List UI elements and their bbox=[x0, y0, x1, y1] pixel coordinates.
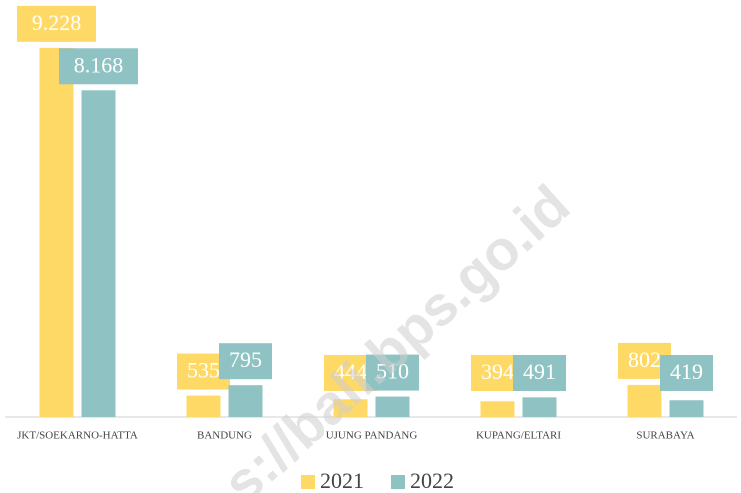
x-tick-label: UJUNG PANDANG bbox=[326, 430, 418, 442]
value-label: 802 bbox=[628, 347, 661, 372]
value-label-box bbox=[219, 343, 272, 380]
bar bbox=[375, 396, 410, 417]
legend-swatch bbox=[301, 475, 315, 489]
bar bbox=[81, 90, 116, 417]
value-label: 419 bbox=[670, 359, 703, 384]
value-label: 795 bbox=[229, 347, 262, 372]
value-label: 9.228 bbox=[32, 10, 82, 35]
x-tick-label: KUPANG/ELTARI bbox=[476, 430, 561, 442]
bar bbox=[39, 47, 74, 417]
watermark: s://bali.bps.go.id bbox=[211, 172, 581, 493]
bar bbox=[669, 400, 704, 417]
value-label-box bbox=[59, 48, 138, 85]
value-label: 8.168 bbox=[74, 52, 124, 77]
bar bbox=[522, 397, 557, 417]
bar bbox=[480, 401, 515, 417]
legend-label: 2021 bbox=[320, 468, 364, 493]
value-label: 394 bbox=[481, 359, 514, 384]
bar bbox=[627, 384, 662, 417]
value-label-box bbox=[513, 355, 566, 391]
bar bbox=[333, 399, 368, 417]
x-tick-label: BANDUNG bbox=[197, 430, 252, 442]
value-label: 510 bbox=[376, 359, 409, 384]
value-label: 444 bbox=[334, 359, 367, 384]
legend-swatch bbox=[391, 475, 405, 489]
legend-label: 2022 bbox=[410, 468, 454, 493]
value-label-box bbox=[17, 5, 96, 42]
x-tick-label: SURABAYA bbox=[636, 430, 694, 442]
value-label: 535 bbox=[187, 358, 220, 383]
value-label-box bbox=[660, 355, 713, 391]
bar bbox=[228, 385, 263, 417]
bar bbox=[186, 395, 221, 417]
value-label-box bbox=[366, 354, 419, 391]
value-label: 491 bbox=[523, 359, 556, 384]
x-tick-label: JKT/SOEKARNO-HATTA bbox=[17, 430, 138, 442]
